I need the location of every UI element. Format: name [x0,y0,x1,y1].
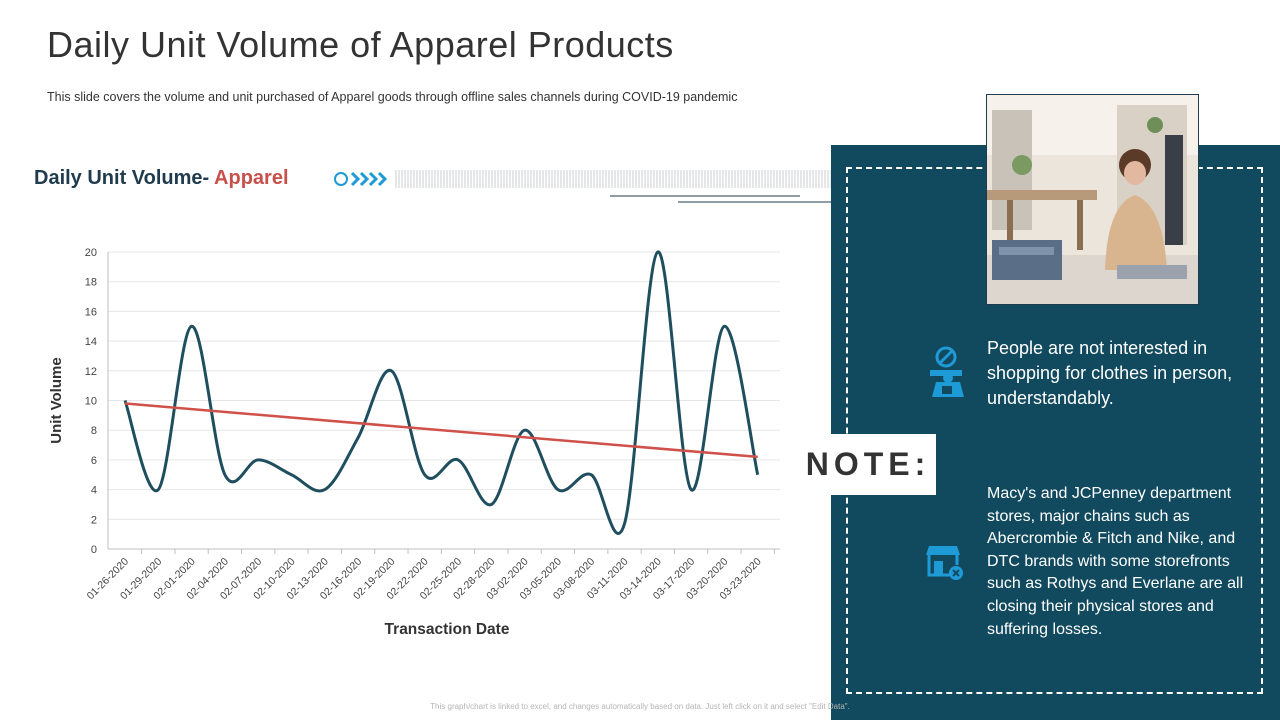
chart-heading-accent: Apparel [214,167,289,189]
chart-heading: Daily Unit Volume- Apparel [34,167,289,190]
closed-store-icon [926,546,963,580]
trendline [124,402,758,459]
shopping-woman-photo [986,94,1199,305]
heading-decoration [334,170,832,203]
x-axis-label: Transaction Date [385,621,510,638]
line-chart: 0246810121416182001-26-202001-29-202002-… [48,247,780,638]
y-tick-label: 18 [85,277,97,289]
series-line-unit-volume [123,250,760,535]
note-label: NOTE: [805,446,931,482]
y-tick-label: 16 [85,306,97,318]
striped-bar [395,170,832,188]
y-tick-label: 2 [91,514,97,526]
y-tick-label: 8 [91,425,97,437]
y-tick-label: 10 [85,396,97,408]
chart-heading-main: Daily Unit Volume- [34,167,215,189]
chevrons-icon [350,171,388,187]
y-tick-label: 14 [85,336,97,348]
circle-icon [334,172,348,186]
note-point-2: Macy's and JCPenney department stores, m… [987,485,1244,638]
y-tick-label: 6 [91,455,97,467]
slide-subtitle: This slide covers the volume and unit pu… [47,90,738,104]
footer-note: This graph/chart is linked to excel, and… [430,702,850,711]
slide-title: Daily Unit Volume of Apparel Products [47,24,674,65]
y-tick-label: 4 [91,485,97,497]
y-tick-label: 0 [91,544,97,556]
y-axis-label: Unit Volume [48,357,65,443]
note-label-box: NOTE: [800,434,936,495]
note-point-1: People are not interested in shopping fo… [987,338,1233,408]
y-tick-label: 12 [85,366,97,378]
no-shopping-person-icon [930,346,964,397]
y-tick-label: 20 [85,247,97,259]
